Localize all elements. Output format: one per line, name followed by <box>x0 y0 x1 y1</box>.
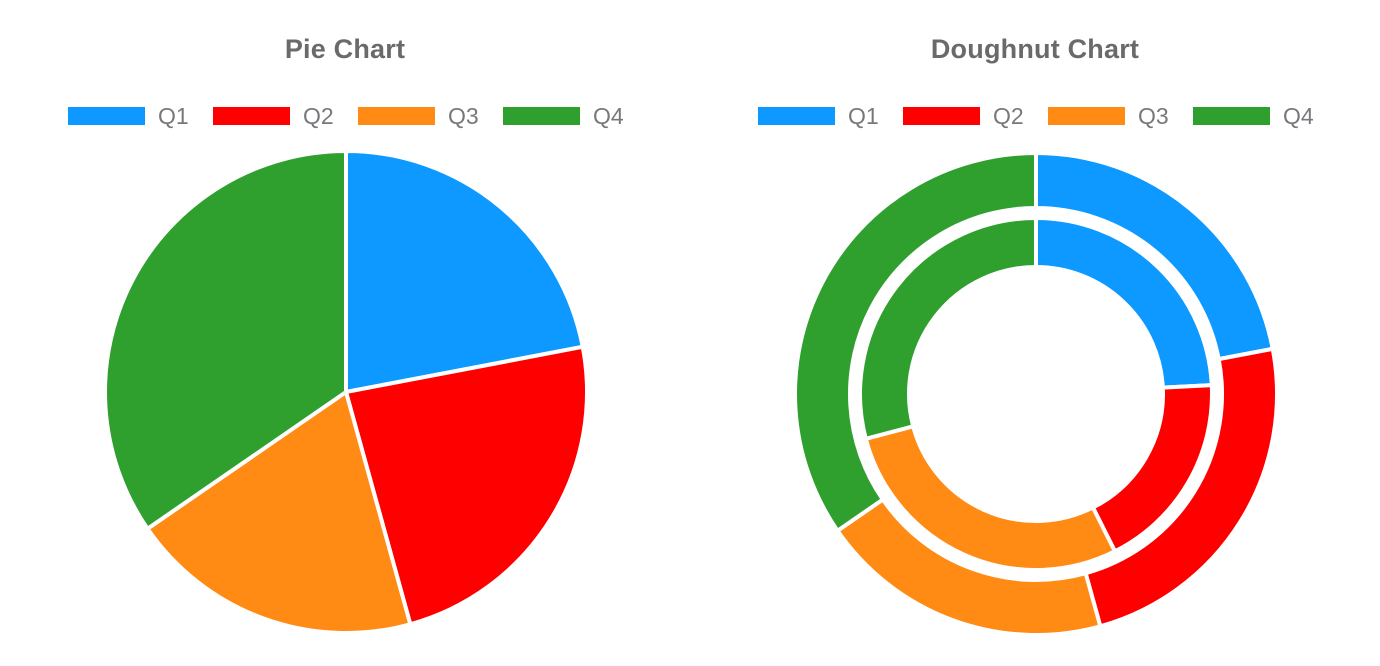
legend-label-q4: Q4 <box>1283 103 1314 129</box>
legend-swatch-q4 <box>1193 107 1270 125</box>
pie-chart-block: Pie Chart Q1 Q2 Q3 Q4 <box>0 0 690 140</box>
doughnut-chart-title: Doughnut Chart <box>930 34 1140 64</box>
doughnut-chart-block: Doughnut Chart Q1 Q2 Q3 Q4 <box>690 0 1380 666</box>
pie-slice-q1 <box>344 148 586 395</box>
doughnut-legend-item-q1[interactable]: Q1 <box>758 103 879 129</box>
pie-legend-item-q2[interactable]: Q2 <box>213 103 334 129</box>
doughnut-legend-item-q2[interactable]: Q2 <box>903 103 1024 129</box>
legend-swatch-q4 <box>503 107 580 125</box>
pie-chart-legend: Q1 Q2 Q3 Q4 <box>0 0 690 140</box>
pie-slice-q4 <box>103 148 348 532</box>
legend-swatch-q3 <box>1048 107 1125 125</box>
legend-swatch-q2 <box>213 107 290 125</box>
doughnut-legend-item-q4[interactable]: Q4 <box>1193 103 1314 129</box>
legend-swatch-q2 <box>903 107 980 125</box>
legend-label-q2: Q2 <box>993 103 1024 129</box>
pie-legend-item-q1[interactable]: Q1 <box>68 103 189 129</box>
doughnut-inner-slice-q4 <box>858 215 1038 442</box>
doughnut-chart-legend: Q1 Q2 Q3 Q4 <box>690 0 1380 140</box>
legend-label-q1: Q1 <box>158 103 189 129</box>
pie-slice-q2 <box>343 344 589 627</box>
legend-swatch-q1 <box>758 107 835 125</box>
doughnut-legend-item-q3[interactable]: Q3 <box>1048 103 1169 129</box>
legend-label-q3: Q3 <box>448 103 479 129</box>
legend-swatch-q1 <box>68 107 145 125</box>
doughnut-outer-slice-q4 <box>793 150 1038 534</box>
legend-label-q2: Q2 <box>303 103 334 129</box>
pie-legend-item-q4[interactable]: Q4 <box>503 103 624 129</box>
pie-slice-q3 <box>144 388 413 635</box>
pie-chart-title: Pie Chart <box>284 34 406 64</box>
legend-label-q3: Q3 <box>1138 103 1169 129</box>
legend-swatch-q3 <box>358 107 435 125</box>
legend-label-q1: Q1 <box>848 103 879 129</box>
pie-legend-item-q3[interactable]: Q3 <box>358 103 479 129</box>
legend-label-q4: Q4 <box>593 103 624 129</box>
